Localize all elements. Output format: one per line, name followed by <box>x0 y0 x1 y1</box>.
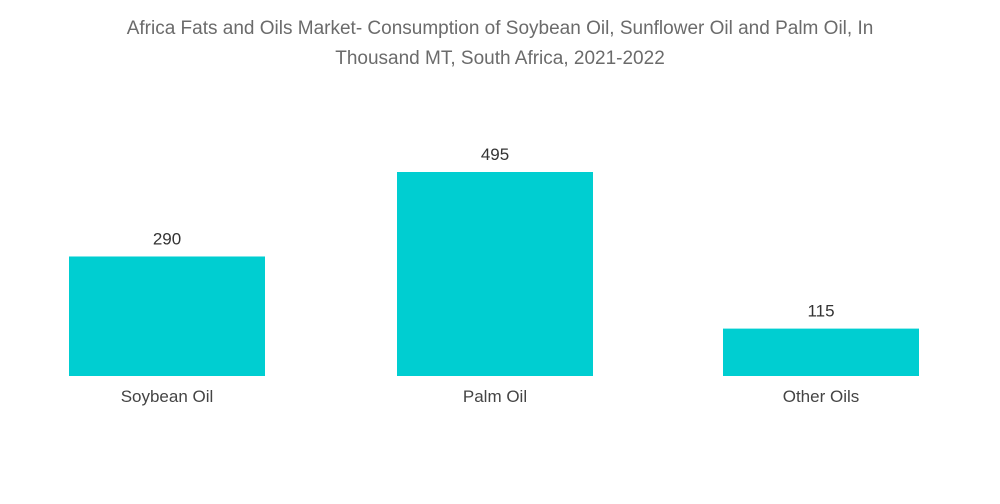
bar-soybean-oil <box>69 256 265 376</box>
value-label: 290 <box>153 229 181 248</box>
bar-other-oils <box>723 328 919 376</box>
value-label: 495 <box>481 145 509 164</box>
chart-title-line-2: Thousand MT, South Africa, 2021-2022 <box>335 48 665 69</box>
x-tick-label: Palm Oil <box>463 387 527 406</box>
value-label: 115 <box>807 302 834 321</box>
x-tick-label: Soybean Oil <box>121 387 214 406</box>
x-tick-label: Other Oils <box>783 387 860 406</box>
chart-title-line-1: Africa Fats and Oils Market- Consumption… <box>126 18 874 39</box>
bar-palm-oil <box>397 172 593 376</box>
chart-title: Africa Fats and Oils Market- Consumption… <box>0 14 1000 74</box>
